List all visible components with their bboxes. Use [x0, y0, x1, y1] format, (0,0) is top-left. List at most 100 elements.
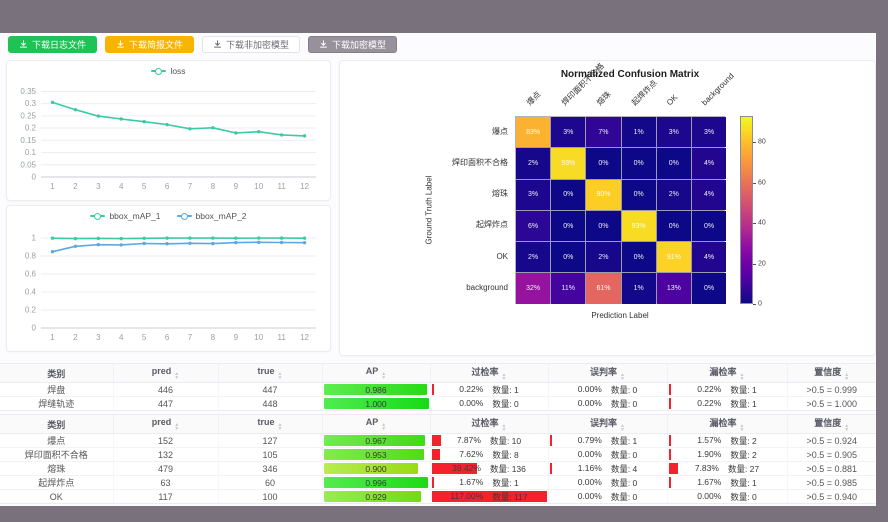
- column-header[interactable]: true ▲ ▼: [218, 364, 323, 383]
- ap-bar-container: 1.000: [323, 398, 429, 409]
- rate-count: 数量: 10: [489, 435, 522, 446]
- rate-count: 数量: 136: [489, 463, 526, 474]
- download-log-button[interactable]: 下载日志文件: [8, 36, 98, 53]
- matrix-cell: 6%: [516, 210, 551, 242]
- rate-text: 0.22% 数量: 1: [697, 384, 757, 396]
- matrix-cell: 0%: [691, 273, 727, 304]
- rate-bar-container: 0.00% 数量: 0: [669, 491, 786, 502]
- rate-percent: 7.87%: [456, 434, 481, 445]
- column-header[interactable]: 过检率 ▲ ▼: [430, 364, 549, 383]
- column-header[interactable]: pred ▲ ▼: [113, 364, 219, 383]
- svg-text:4: 4: [119, 182, 124, 191]
- sort-icon[interactable]: ▲ ▼: [277, 422, 283, 432]
- rate-count: 数量: 1: [730, 398, 757, 409]
- ap-bar: [323, 384, 428, 395]
- column-header-label: AP: [365, 366, 379, 376]
- column-header[interactable]: 漏检率 ▲ ▼: [667, 364, 788, 383]
- legend-item-loss[interactable]: loss: [151, 66, 186, 76]
- column-header-label: 类别: [47, 368, 66, 379]
- column-header[interactable]: pred ▲ ▼: [113, 415, 219, 434]
- download-encrypted-model-button[interactable]: 下载加密模型: [308, 36, 398, 53]
- sort-icon[interactable]: ▲ ▼: [381, 422, 387, 432]
- download-unencrypted-model-button[interactable]: 下载非加密模型: [202, 36, 301, 53]
- rate-bar: [431, 491, 547, 502]
- svg-text:9: 9: [234, 182, 239, 191]
- rate-percent: 0.00%: [577, 383, 602, 394]
- table-row: 爆点 152 127 0.967 7.87% 数量: 10 0.79% 数量: 1 1.57% 数…: [0, 433, 876, 448]
- svg-text:10: 10: [254, 182, 263, 191]
- legend-circle-icon: [94, 213, 102, 220]
- class-cell: 熔珠: [0, 461, 114, 476]
- overdetect-rate-cell: 117.00% 数量: 117: [430, 489, 549, 503]
- matrix-cell: 0%: [586, 148, 621, 179]
- sort-icon[interactable]: ▲ ▼: [381, 371, 387, 381]
- column-header-label: 误判率: [590, 418, 618, 428]
- download-report-button[interactable]: 下载简报文件: [105, 36, 195, 53]
- rate-bar: [668, 435, 671, 446]
- column-header[interactable]: 误判率 ▲ ▼: [548, 364, 668, 383]
- matrix-cell: 0%: [656, 148, 691, 179]
- rate-percent: 0.79%: [577, 434, 602, 445]
- column-header[interactable]: 过检率 ▲ ▼: [430, 415, 549, 434]
- rate-percent: 0.00%: [577, 397, 602, 408]
- header-row: 类别 pred ▲ ▼ true ▲ ▼ AP ▲ ▼ 过检率 ▲ ▼ 误判率 ▲ ▼ 漏检率 ▲ ▼ 置信度 ▲ ▼: [0, 415, 876, 434]
- rate-percent: 1.90%: [697, 448, 722, 459]
- colorbar-tick: [753, 263, 756, 265]
- column-header[interactable]: true ▲ ▼: [218, 415, 323, 434]
- legend-item-bbox_mAP_1[interactable]: bbox_mAP_1: [90, 211, 161, 221]
- svg-text:10: 10: [254, 333, 263, 342]
- legend-item-bbox_mAP_2[interactable]: bbox_mAP_2: [176, 211, 247, 221]
- rate-bar: [668, 477, 671, 488]
- sort-icon[interactable]: ▲ ▼: [620, 372, 625, 382]
- ap-bar: [323, 491, 422, 502]
- svg-text:0.35: 0.35: [20, 87, 36, 96]
- sort-icon[interactable]: ▲ ▼: [739, 372, 745, 382]
- matrix-column-label: 爆点: [524, 89, 543, 108]
- legend-line-icon: [151, 67, 167, 75]
- confidence-cell: >0.5 = 0.881: [787, 461, 876, 476]
- matrix-cell: 0%: [656, 210, 691, 242]
- column-header-label: 类别: [47, 419, 66, 430]
- legend-circle-icon: [155, 68, 163, 75]
- column-header[interactable]: 置信度 ▲ ▼: [787, 364, 876, 383]
- column-header[interactable]: 置信度 ▲ ▼: [787, 415, 876, 434]
- svg-text:12: 12: [300, 182, 309, 191]
- rate-text: 39.42% 数量: 136: [452, 463, 526, 475]
- rate-text: 1.67% 数量: 1: [459, 477, 519, 489]
- sort-icon[interactable]: ▲ ▼: [174, 371, 180, 381]
- ap-bar-container: 0.996: [323, 477, 429, 488]
- svg-text:5: 5: [142, 333, 147, 342]
- map-chart-legend: bbox_mAP_1 bbox_mAP_2: [11, 209, 326, 223]
- sort-icon[interactable]: ▲ ▼: [844, 372, 850, 382]
- sort-icon[interactable]: ▲ ▼: [501, 372, 507, 382]
- sort-icon[interactable]: ▲ ▼: [844, 423, 850, 433]
- column-header[interactable]: 漏检率 ▲ ▼: [667, 415, 788, 434]
- svg-text:1: 1: [32, 234, 37, 243]
- prediction-axis-label: Prediction Label: [591, 311, 649, 320]
- loss-chart-legend: loss: [11, 64, 326, 78]
- matrix-cell: 0%: [621, 179, 656, 210]
- true-cell: 447: [218, 382, 323, 397]
- sort-icon[interactable]: ▲ ▼: [277, 371, 283, 381]
- rate-text: 0.22% 数量: 1: [697, 398, 757, 410]
- column-header[interactable]: AP ▲ ▼: [322, 415, 431, 434]
- rate-count: 数量: 8: [492, 449, 519, 460]
- sort-icon[interactable]: ▲ ▼: [174, 422, 180, 432]
- matrix-row-label: 焊印面积不合格: [452, 157, 508, 167]
- sort-icon[interactable]: ▲ ▼: [739, 423, 745, 433]
- matrix-row-label: 爆点: [492, 126, 508, 136]
- rate-bar-container: 1.90% 数量: 2: [668, 448, 786, 460]
- rate-percent: 0.00%: [459, 397, 484, 408]
- column-header[interactable]: AP ▲ ▼: [322, 364, 431, 383]
- column-header[interactable]: 误判率 ▲ ▼: [548, 415, 668, 434]
- rate-count: 数量: 0: [610, 384, 638, 395]
- download-icon: [320, 40, 328, 48]
- svg-text:0.2: 0.2: [25, 306, 37, 315]
- rate-text: 1.57% 数量: 2: [697, 435, 757, 447]
- rate-bar-container: 117.00% 数量: 117: [431, 491, 547, 502]
- sort-icon[interactable]: ▲ ▼: [620, 423, 625, 433]
- rate-percent: 0.22%: [697, 383, 722, 394]
- sort-icon[interactable]: ▲ ▼: [501, 423, 507, 433]
- matrix-column-label: 起焊炸点: [629, 78, 659, 108]
- metrics-table: 类别 pred ▲ ▼ true ▲ ▼ AP ▲ ▼ 过检率 ▲ ▼ 误判率 ▲ ▼ 漏检率 ▲ ▼ 置信度 ▲ ▼ 焊盘…: [0, 364, 876, 410]
